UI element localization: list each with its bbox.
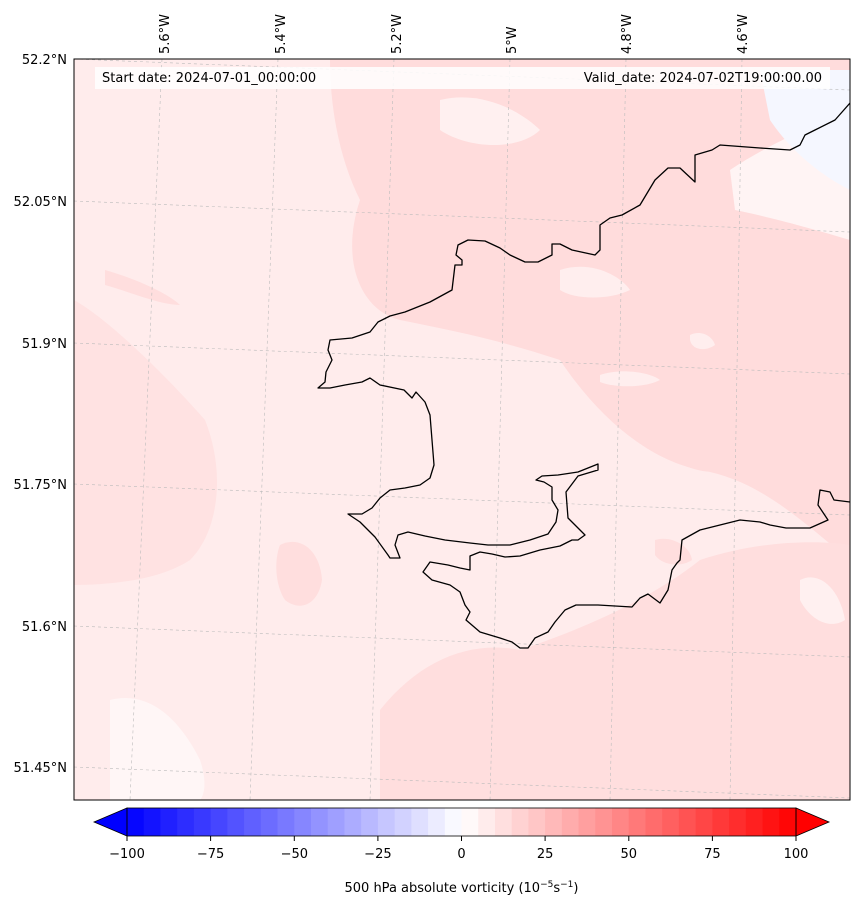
colorbar-cell: [561, 808, 580, 836]
lat-label: 51.9°N: [22, 337, 67, 352]
colorbar-cell: [277, 808, 295, 836]
colorbar-cell: [244, 808, 262, 836]
colorbar-cell: [411, 808, 429, 836]
lon-label: 4.8°W: [620, 14, 635, 54]
colorbar-cell: [461, 808, 479, 836]
colorbar-cell: [193, 808, 212, 836]
colorbar-cell: [595, 808, 613, 836]
colorbar-cell: [478, 808, 496, 836]
lon-label: 5.2°W: [390, 14, 405, 54]
vorticity-contour-west-band: [105, 270, 180, 305]
colorbar-tick-label: 25: [537, 847, 554, 862]
coastline: [317, 102, 850, 649]
coastline-north-pembrokeshire: [317, 102, 850, 649]
colorbar-cell: [177, 808, 195, 836]
vorticity-contour-blob-3: [655, 538, 692, 565]
colorbar-tick-label: −25: [364, 847, 391, 862]
colorbar-tick-label: −50: [281, 847, 308, 862]
colorbar-label: 500 hPa absolute vorticity (10−5s−1): [345, 880, 579, 896]
longitude-labels: 5.6°W 5.4°W 5.2°W 5°W 4.8°W 4.6°W: [158, 14, 751, 54]
map-frame: [73, 58, 851, 801]
colorbar-ticks: −100 −75 −50 −25 0 25 50 75 100: [109, 836, 808, 862]
colorbar-cell: [645, 808, 663, 836]
graticule: [74, 59, 850, 800]
colorbar-cell: [394, 808, 412, 836]
colorbar-tick-label: 75: [704, 847, 721, 862]
vorticity-contour-ne-negative: [760, 70, 850, 190]
valid-date-label: Valid_date: 2024-07-02T19:00:00.00: [584, 71, 822, 86]
colorbar-label-text: 500 hPa absolute vorticity (10: [345, 881, 541, 896]
colorbar-tick-label: 0: [457, 847, 465, 862]
lon-label: 5.4°W: [274, 14, 289, 54]
start-date-label: Start date: 2024-07-01_00:00:00: [102, 71, 316, 86]
colorbar-cell: [729, 808, 747, 836]
lon-label: 5°W: [505, 26, 520, 54]
colorbar-cell: [779, 808, 797, 836]
colorbar-cell: [143, 808, 162, 836]
colorbar-label-exp1: −5: [540, 880, 553, 890]
colorbar-cell: [712, 808, 730, 836]
lat-label: 51.75°N: [14, 478, 67, 493]
colorbar-cell: [628, 808, 647, 836]
colorbar-cell: [762, 808, 780, 836]
colorbar: −100 −75 −50 −25 0 25 50 75 100 500 hPa …: [92, 807, 831, 896]
colorbar-cell: [494, 808, 513, 836]
colorbar-cell: [745, 808, 764, 836]
lat-label: 51.6°N: [22, 620, 67, 635]
map-panel: Start date: 2024-07-01_00:00:00 Valid_da…: [73, 58, 851, 801]
vorticity-contour-sea-north: [330, 59, 850, 560]
colorbar-cell: [377, 808, 396, 836]
lat-label: 51.45°N: [14, 761, 67, 776]
colorbar-extend-max: [795, 807, 831, 837]
vorticity-contour-sea-light-3: [600, 371, 660, 387]
colorbar-cell: [511, 808, 530, 836]
vorticity-contour-blob-2: [680, 442, 760, 472]
latitude-labels: 52.2°N 52.05°N 51.9°N 51.75°N 51.6°N 51.…: [14, 53, 67, 776]
colorbar-cell: [210, 808, 228, 836]
colorbar-cell: [127, 808, 145, 836]
colorbar-cell: [361, 808, 379, 836]
colorbar-cell: [344, 808, 362, 836]
vorticity-contour-sea-light-2: [560, 266, 630, 298]
colorbar-tick-label: −100: [109, 847, 145, 862]
colorbar-cell: [227, 808, 245, 836]
vorticity-contour-sea-light-1: [440, 97, 540, 145]
colorbar-tick-label: 100: [784, 847, 809, 862]
lon-label: 5.6°W: [158, 14, 173, 54]
info-bar: [95, 67, 830, 89]
lat-label: 52.2°N: [22, 53, 67, 68]
colorbar-label-close: ): [573, 881, 578, 896]
colorbar-cell: [678, 808, 697, 836]
colorbar-cell: [695, 808, 713, 836]
colorbar-cell: [428, 808, 446, 836]
colorbar-tick-label: −75: [197, 847, 224, 862]
vorticity-contour-blob-1: [276, 541, 322, 606]
colorbar-extend-min: [92, 807, 128, 837]
colorbar-cell: [662, 808, 680, 836]
vorticity-contour-sea-south: [380, 542, 850, 800]
colorbar-cell: [310, 808, 329, 836]
colorbar-label-unit: s: [553, 881, 560, 896]
colorbar-cell: [612, 808, 630, 836]
colorbar-tick-label: 50: [621, 847, 638, 862]
colorbar-cell: [545, 808, 563, 836]
colorbar-cell: [327, 808, 346, 836]
vorticity-contour-south-pale: [800, 577, 845, 624]
colorbar-cell: [528, 808, 546, 836]
lon-label: 4.6°W: [736, 14, 751, 54]
graticule-lon-5.6: [129, 59, 163, 800]
colorbar-cell: [260, 808, 279, 836]
lat-label: 52.05°N: [14, 195, 67, 210]
vorticity-contour-west: [74, 300, 217, 585]
vorticity-contour-sea-light-4: [690, 333, 715, 350]
colorbar-cell: [578, 808, 596, 836]
colorbar-label-exp2: −1: [560, 880, 573, 890]
vorticity-field: [74, 59, 850, 800]
colorbar-cells: [127, 808, 797, 836]
colorbar-cell: [294, 808, 312, 836]
vorticity-contour-sw-pale: [110, 698, 205, 800]
colorbar-cell: [444, 808, 463, 836]
colorbar-cell: [160, 808, 178, 836]
